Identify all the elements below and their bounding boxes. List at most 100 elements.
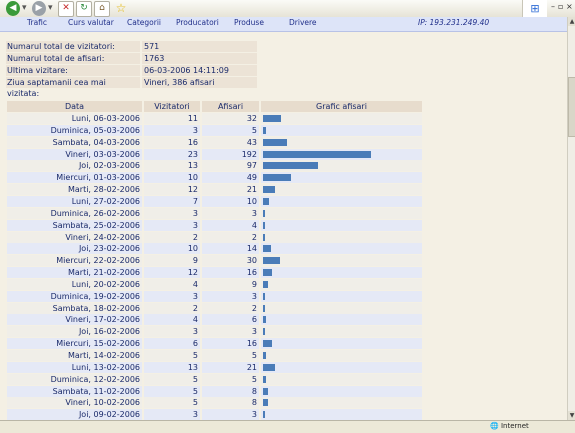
nav-item-trafic[interactable]: Trafic — [27, 18, 48, 27]
nav-item-producatori[interactable]: Producatori — [176, 18, 219, 27]
table-row: Duminica, 19-02-2006 3 3 — [7, 290, 422, 302]
views-bar — [263, 269, 272, 277]
cell-views: 3 — [202, 326, 259, 338]
table-row: Joi, 23-02-2006 10 14 — [7, 243, 422, 255]
cell-date: Sambata, 25-02-2006 — [7, 219, 142, 231]
stop-icon[interactable]: ✕ — [58, 1, 74, 17]
nav-item-produse[interactable]: Produse — [234, 18, 264, 27]
restore-icon[interactable]: ▫ — [558, 2, 564, 11]
star-icon[interactable]: ☆ — [115, 1, 127, 15]
cell-date: Duminica, 12-02-2006 — [7, 373, 142, 385]
page-content: Numarul total de vizitatori: 571 Numarul… — [0, 32, 567, 420]
summary-label: Ziua saptamanii cea mai vizitata: — [6, 77, 140, 98]
zone-text: Internet — [500, 422, 529, 430]
cell-visitors: 3 — [144, 124, 200, 136]
cell-views: 16 — [202, 338, 259, 350]
scroll-down-icon[interactable]: ▼ — [568, 411, 575, 420]
cell-visitors: 13 — [144, 160, 200, 172]
summary-label: Numarul total de afisari: — [6, 53, 140, 64]
cell-views: 32 — [202, 113, 259, 124]
views-bar — [263, 126, 266, 134]
cell-visitors: 3 — [144, 290, 200, 302]
cell-visitors: 13 — [144, 361, 200, 373]
back-arrow-icon[interactable]: ◀ — [6, 1, 20, 16]
cell-date: Duminica, 19-02-2006 — [7, 290, 142, 302]
views-bar — [263, 138, 287, 146]
forward-dropdown-icon[interactable]: ▾ — [48, 3, 53, 13]
header-data: Data — [7, 101, 142, 112]
summary-label: Ultima vizitare: — [6, 65, 140, 76]
scroll-thumb[interactable] — [568, 77, 575, 137]
close-icon[interactable]: × — [566, 2, 573, 11]
cell-views: 10 — [202, 195, 259, 207]
views-bar — [263, 375, 266, 383]
views-bar — [263, 363, 275, 371]
cell-views: 5 — [202, 350, 259, 361]
cell-visitors: 16 — [144, 136, 200, 148]
cell-visitors: 3 — [144, 326, 200, 338]
cell-visitors: 10 — [144, 243, 200, 255]
cell-date: Vineri, 17-02-2006 — [7, 314, 142, 326]
ip-address: IP: 193.231.249.40 — [418, 18, 490, 27]
table-row: Vineri, 24-02-2006 2 2 — [7, 231, 422, 243]
table-row: Sambata, 25-02-2006 3 4 — [7, 219, 422, 231]
views-bar — [263, 292, 265, 300]
cell-date: Sambata, 04-03-2006 — [7, 136, 142, 148]
table-row: Duminica, 05-03-2006 3 5 — [7, 124, 422, 136]
table-row: Marti, 14-02-2006 5 5 — [7, 350, 422, 361]
table-row: Sambata, 18-02-2006 2 2 — [7, 302, 422, 314]
views-bar — [263, 399, 268, 407]
cell-visitors: 4 — [144, 278, 200, 290]
cell-views: 8 — [202, 397, 259, 409]
cell-graph — [261, 385, 422, 397]
back-dropdown-icon[interactable]: ▾ — [22, 3, 27, 13]
cell-views: 5 — [202, 373, 259, 385]
cell-date: Miercuri, 22-02-2006 — [7, 255, 142, 267]
table-row: Sambata, 11-02-2006 5 8 — [7, 385, 422, 397]
status-bar: 🌐 Internet — [0, 420, 575, 433]
cell-views: 192 — [202, 148, 259, 160]
summary-label: Numarul total de vizitatori: — [6, 41, 140, 52]
cell-graph — [261, 195, 422, 207]
cell-graph — [261, 373, 422, 385]
table-row: Miercuri, 01-03-2006 10 49 — [7, 172, 422, 184]
summary-value: 06-03-2006 14:11:09 — [142, 65, 257, 76]
cell-visitors: 3 — [144, 409, 200, 420]
table-row: Luni, 06-03-2006 11 32 — [7, 113, 422, 124]
views-bar — [263, 209, 265, 217]
cell-date: Joi, 16-02-2006 — [7, 326, 142, 338]
summary-value: Vineri, 386 afisari — [142, 77, 257, 88]
scroll-up-icon[interactable]: ▲ — [568, 17, 575, 26]
cell-views: 2 — [202, 231, 259, 243]
cell-graph — [261, 350, 422, 361]
header-afisari: Afisari — [202, 101, 259, 112]
nav-item-categorii[interactable]: Categorii — [127, 18, 161, 27]
views-bar — [263, 304, 265, 312]
cell-views: 3 — [202, 290, 259, 302]
cell-date: Joi, 02-03-2006 — [7, 160, 142, 172]
table-row: Duminica, 26-02-2006 3 3 — [7, 207, 422, 219]
cell-graph — [261, 243, 422, 255]
cell-graph — [261, 397, 422, 409]
cell-date: Luni, 27-02-2006 — [7, 195, 142, 207]
nav-item-drivere[interactable]: Drivere — [289, 18, 317, 27]
cell-date: Sambata, 11-02-2006 — [7, 385, 142, 397]
home-icon[interactable]: ⌂ — [94, 1, 110, 17]
views-bar — [263, 340, 272, 348]
refresh-icon[interactable]: ↻ — [76, 1, 92, 17]
table-row: Marti, 21-02-2006 12 16 — [7, 267, 422, 279]
cell-visitors: 23 — [144, 148, 200, 160]
views-bar — [263, 411, 265, 419]
vertical-scrollbar[interactable]: ▲ ▼ — [567, 17, 575, 420]
forward-arrow-icon[interactable]: ▶ — [32, 1, 46, 16]
nav-item-curs-valutar[interactable]: Curs valutar — [68, 18, 114, 27]
table-row: Miercuri, 22-02-2006 9 30 — [7, 255, 422, 267]
cell-graph — [261, 207, 422, 219]
minimize-icon[interactable]: – — [551, 2, 555, 11]
cell-date: Marti, 21-02-2006 — [7, 267, 142, 279]
cell-visitors: 3 — [144, 207, 200, 219]
zone-label: 🌐 Internet — [490, 422, 529, 430]
table-row: Luni, 20-02-2006 4 9 — [7, 278, 422, 290]
cell-views: 43 — [202, 136, 259, 148]
cell-graph — [261, 267, 422, 279]
